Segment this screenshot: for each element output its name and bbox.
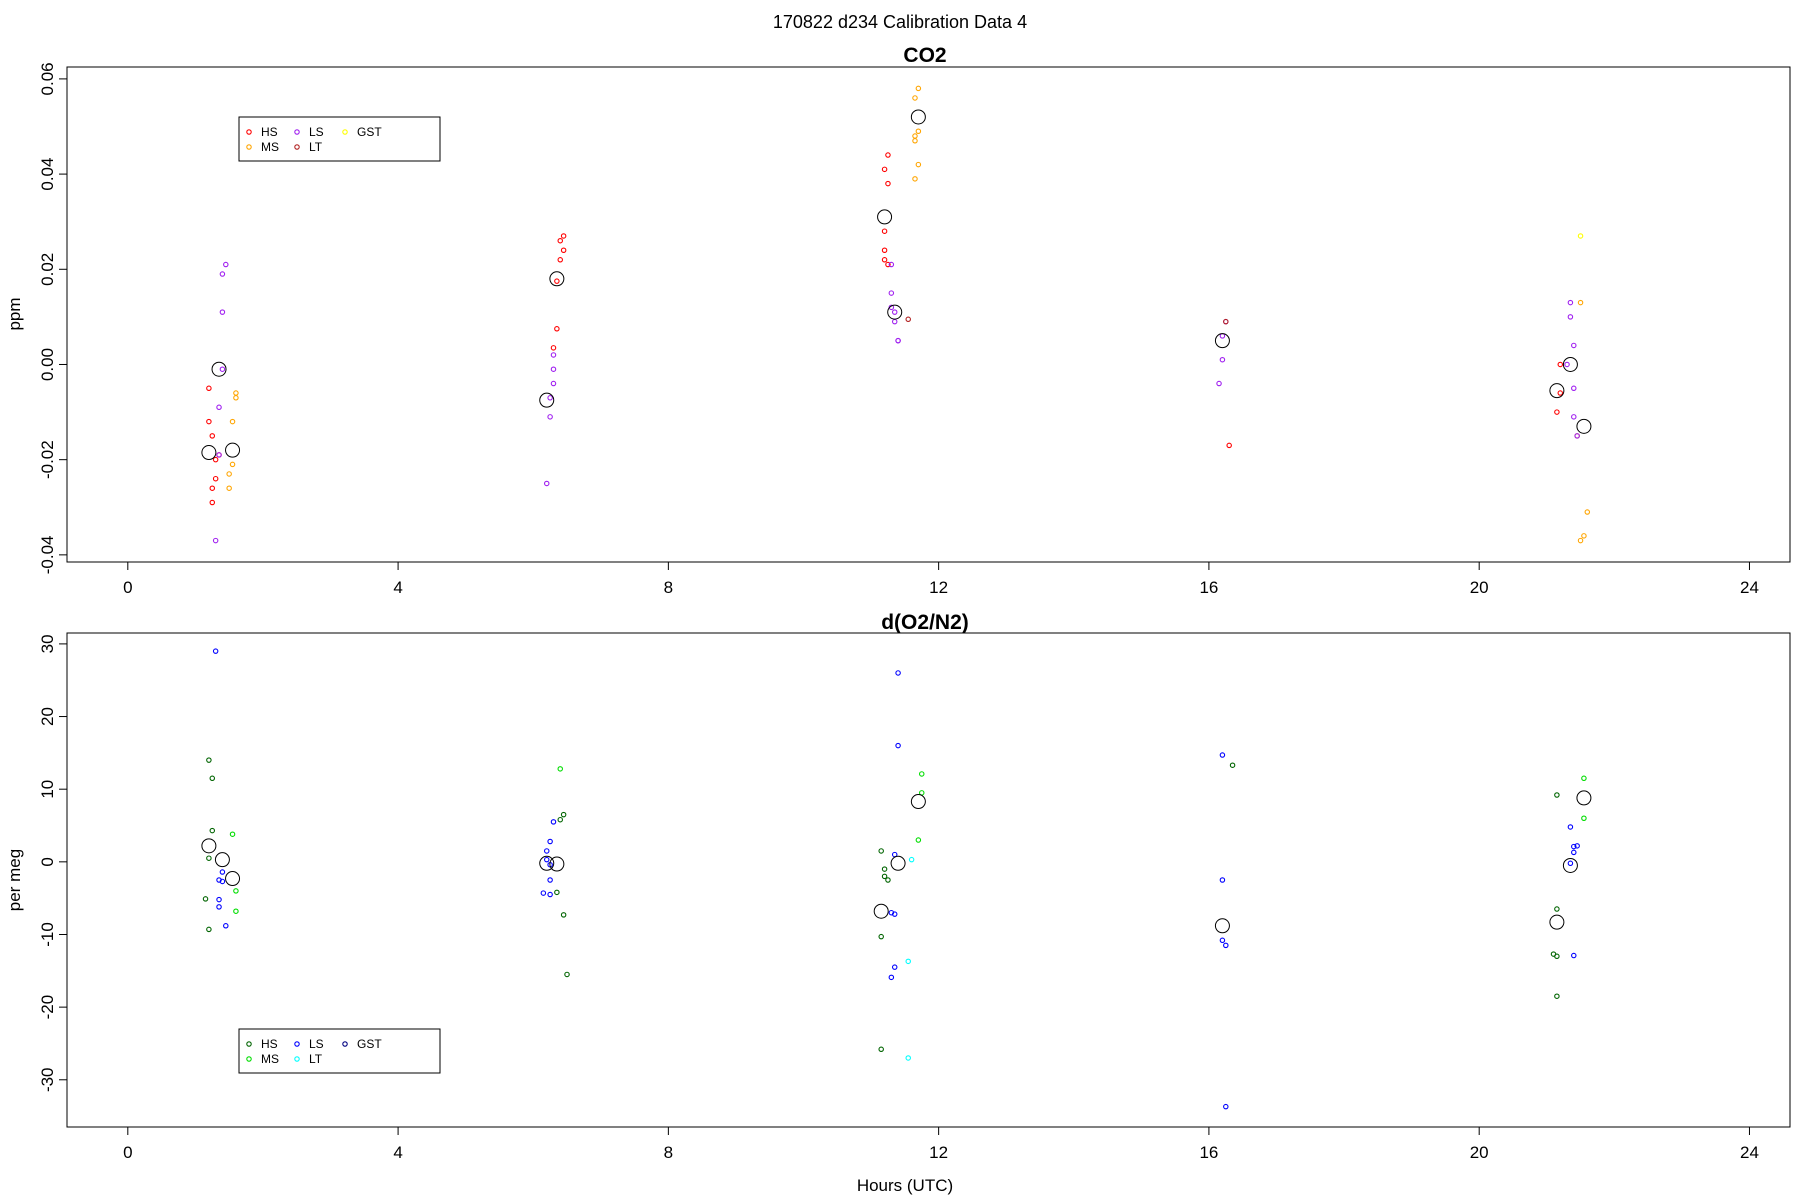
co2-y-tick-label: 0.04: [38, 158, 57, 191]
co2-panel-title: CO2: [903, 44, 946, 67]
o2n2-panel-title: d(O2/N2): [881, 611, 969, 634]
o2n2-x-tick-label: 8: [664, 1143, 673, 1162]
o2n2-y-tick-label: -30: [38, 1067, 57, 1092]
o2n2-x-tick-label: 20: [1470, 1143, 1489, 1162]
o2n2-x-tick-label: 4: [393, 1143, 402, 1162]
co2-legend-label-gst: GST: [357, 125, 382, 139]
o2n2-ylabel: per meg: [5, 849, 24, 911]
o2n2-y-tick-label: -20: [38, 995, 57, 1020]
co2-legend-label-ls: LS: [309, 125, 324, 139]
co2-legend-box: [239, 117, 440, 161]
co2-y-tick-label: 0.06: [38, 62, 57, 95]
o2n2-y-tick-label: 30: [38, 634, 57, 653]
co2-ylabel: ppm: [5, 297, 24, 330]
o2n2-y-tick-label: 10: [38, 780, 57, 799]
co2-legend: HSMS LSLT GST: [239, 117, 440, 161]
o2n2-legend-label-hs: HS: [261, 1037, 278, 1051]
co2-y-tick-label: -0.04: [38, 535, 57, 574]
o2n2-legend: HSMS LSLT GST: [239, 1029, 440, 1073]
co2-y-tick-label: -0.02: [38, 440, 57, 479]
o2n2-legend-label-ms: MS: [261, 1052, 279, 1066]
co2-y-tick-label: 0.00: [38, 348, 57, 381]
o2n2-y-tick-label: 20: [38, 707, 57, 726]
o2n2-x-tick-label: 24: [1740, 1143, 1759, 1162]
co2-x-tick-label: 0: [123, 578, 132, 597]
co2-x-tick-label: 24: [1740, 578, 1759, 597]
o2n2-legend-label-ls: LS: [309, 1037, 324, 1051]
co2-y-tick-label: 0.02: [38, 253, 57, 286]
co2-x-tick-label: 20: [1470, 578, 1489, 597]
o2n2-legend-box: [239, 1029, 440, 1073]
o2n2-y-tick-label: 0: [38, 857, 57, 866]
o2n2-x-tick-label: 0: [123, 1143, 132, 1162]
figure-xlabel: Hours (UTC): [857, 1176, 953, 1195]
o2n2-x-tick-label: 12: [929, 1143, 948, 1162]
o2n2-y-tick-label: -10: [38, 922, 57, 947]
co2-x-tick-label: 12: [929, 578, 948, 597]
figure-suptitle: 170822 d234 Calibration Data 4: [773, 12, 1027, 32]
co2-x-tick-label: 4: [393, 578, 402, 597]
co2-legend-label-ms: MS: [261, 140, 279, 154]
o2n2-legend-label-gst: GST: [357, 1037, 382, 1051]
o2n2-legend-label-lt: LT: [309, 1052, 323, 1066]
co2-x-tick-label: 16: [1199, 578, 1218, 597]
co2-legend-label-lt: LT: [309, 140, 323, 154]
co2-legend-label-hs: HS: [261, 125, 278, 139]
o2n2-x-tick-label: 16: [1199, 1143, 1218, 1162]
co2-x-tick-label: 8: [664, 578, 673, 597]
